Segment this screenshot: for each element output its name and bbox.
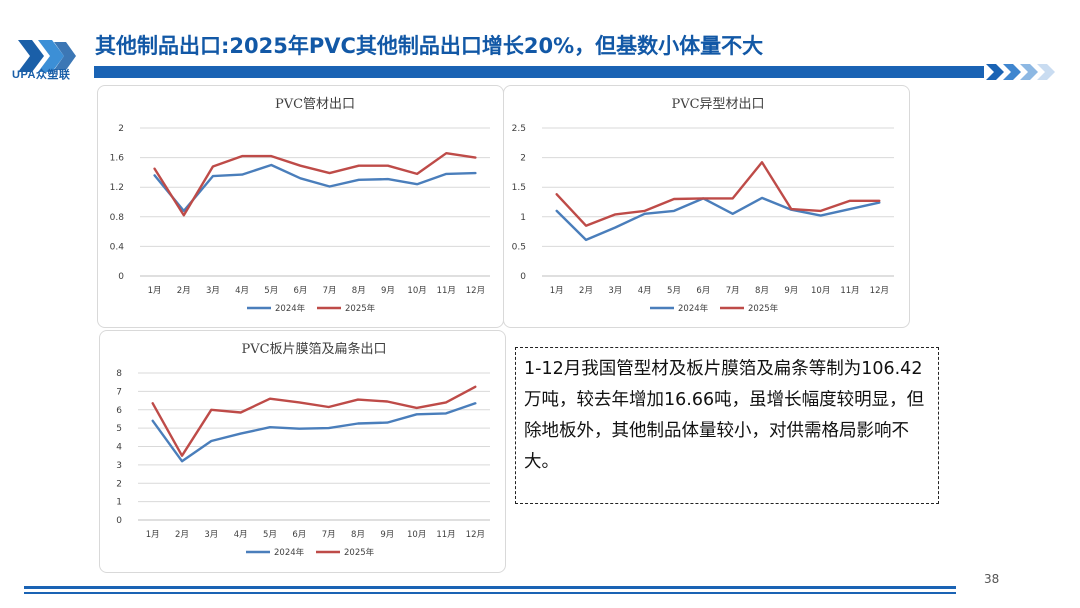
series-line-2025年 (151, 385, 477, 457)
chart-title: PVC管材出口 (275, 97, 355, 112)
logo-text: UPA众塑联 (12, 69, 71, 81)
x-tick-label: 9月 (380, 530, 394, 540)
chart-pvc-sheet-export: PVC板片膜箔及扁条出口 0 1 2 3 4 5 6 7 8 1月 2月 3月 4月 5月 6月 7月 8月 9月 1… (116, 341, 490, 558)
series-line-2024年 (153, 163, 477, 213)
x-tick-label: 7月 (323, 286, 337, 296)
x-tick-label: 11月 (436, 530, 455, 540)
legend-label: 2025年 (344, 547, 375, 558)
series-line-2025年 (555, 161, 881, 227)
x-tick-label: 4月 (235, 286, 249, 296)
summary-textbox: 1-12月我国管型材及板片膜箔及扁条等制为106.42万吨，较去年增加16.66… (515, 347, 939, 504)
y-tick-label: 0.8 (110, 213, 125, 223)
legend-label: 2024年 (678, 303, 709, 314)
y-tick-label: 2 (118, 124, 124, 134)
x-tick-label: 4月 (234, 530, 248, 540)
chart-title: PVC异型材出口 (671, 97, 764, 112)
series-line-2025年 (153, 151, 477, 217)
y-tick-label: 1.5 (512, 183, 526, 193)
x-tick-label: 7月 (322, 530, 336, 540)
y-tick-label: 2 (116, 479, 122, 489)
x-tick-label: 12月 (466, 286, 485, 296)
legend-label: 2024年 (274, 547, 305, 558)
x-tick-label: 3月 (206, 286, 220, 296)
x-tick-label: 8月 (352, 286, 366, 296)
x-tick-label: 3月 (608, 286, 622, 296)
y-tick-label: 0 (116, 516, 122, 526)
legend-label: 2025年 (748, 303, 779, 314)
x-tick-label: 12月 (870, 286, 889, 296)
x-tick-label: 8月 (351, 530, 365, 540)
legend-label: 2025年 (345, 303, 376, 314)
x-tick-label: 9月 (381, 286, 395, 296)
x-tick-label: 1月 (146, 530, 160, 540)
x-tick-label: 5月 (264, 286, 278, 296)
chart-title: PVC板片膜箔及扁条出口 (241, 341, 386, 357)
y-tick-label: 3 (116, 461, 122, 471)
y-tick-label: 1 (520, 213, 526, 223)
y-tick-label: 0 (520, 272, 526, 282)
chart-panel-profile: PVC异型材出口 0 0.5 1 1.5 2 2.5 1月 2月 3月 4月 5月 6月 7月 8月 9月 10… (503, 85, 910, 328)
x-tick-label: 5月 (667, 286, 681, 296)
y-tick-label: 0.4 (110, 242, 125, 252)
x-tick-label: 12月 (466, 530, 485, 540)
y-tick-label: 2.5 (512, 124, 526, 134)
page-number: 38 (984, 572, 1000, 586)
x-tick-label: 3月 (204, 530, 218, 540)
chart-pvc-profile-export: PVC异型材出口 0 0.5 1 1.5 2 2.5 1月 2月 3月 4月 5月 6月 7月 8月 9月 10… (512, 97, 894, 314)
y-tick-label: 1.2 (110, 183, 124, 193)
x-tick-label: 11月 (437, 286, 456, 296)
x-tick-label: 7月 (726, 286, 740, 296)
x-tick-label: 2月 (579, 286, 593, 296)
legend-label: 2024年 (275, 303, 306, 314)
y-tick-label: 5 (116, 424, 122, 434)
x-tick-label: 6月 (696, 286, 710, 296)
x-tick-label: 2月 (175, 530, 189, 540)
chart-pvc-pipe-export: PVC管材出口 0 0.4 0.8 1.2 1.6 2 1月 2月 3月 4月 5月 6月 7月 8月 9月 1… (110, 97, 490, 314)
summary-text: 1-12月我国管型材及板片膜箔及扁条等制为106.42万吨，较去年增加16.66… (524, 359, 925, 472)
y-tick-label: 7 (116, 387, 122, 397)
x-tick-label: 6月 (292, 530, 306, 540)
chevron-right-icon (986, 64, 1055, 80)
x-tick-label: 5月 (263, 530, 277, 540)
y-tick-label: 6 (116, 406, 122, 416)
x-tick-label: 10月 (407, 530, 426, 540)
y-tick-label: 1.6 (110, 154, 125, 164)
upa-logo (18, 40, 76, 72)
y-tick-label: 1 (116, 498, 122, 508)
series-line-2024年 (555, 196, 881, 242)
footer-line (24, 592, 956, 594)
x-tick-label: 8月 (755, 286, 769, 296)
x-tick-label: 9月 (784, 286, 798, 296)
x-tick-label: 10月 (811, 286, 830, 296)
chart-panel-sheet: PVC板片膜箔及扁条出口 0 1 2 3 4 5 6 7 8 1月 2月 3月 4月 5月 6月 7月 8月 9月 1… (99, 330, 506, 573)
series-line-2024年 (151, 402, 477, 463)
x-tick-label: 6月 (293, 286, 307, 296)
x-tick-label: 4月 (638, 286, 652, 296)
chart-panel-pipe: PVC管材出口 0 0.4 0.8 1.2 1.6 2 1月 2月 3月 4月 5月 6月 7月 8月 9月 1… (97, 85, 504, 328)
y-tick-label: 8 (116, 369, 122, 379)
y-tick-label: 4 (116, 443, 122, 453)
footer-line (24, 586, 956, 589)
y-tick-label: 0 (118, 272, 124, 282)
x-tick-label: 11月 (840, 286, 859, 296)
x-tick-label: 2月 (177, 286, 191, 296)
x-tick-label: 1月 (148, 286, 162, 296)
x-tick-label: 10月 (407, 286, 426, 296)
page-title: 其他制品出口:2025年PVC其他制品出口增长20%，但基数小体量不大 (95, 34, 764, 58)
title-bar (94, 66, 984, 78)
x-tick-label: 1月 (550, 286, 564, 296)
y-tick-label: 2 (520, 154, 526, 164)
y-tick-label: 0.5 (512, 242, 526, 252)
